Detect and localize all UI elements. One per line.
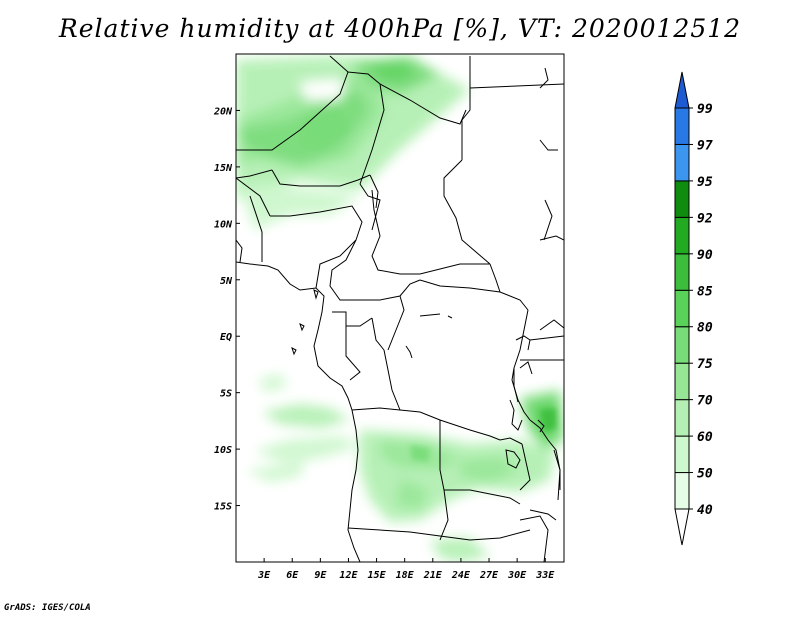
- colorbar-label: 50: [697, 467, 713, 482]
- x-tick-label: 27E: [479, 570, 499, 581]
- x-tick-label: 15E: [368, 570, 387, 581]
- colorbar-label: 40: [697, 503, 713, 518]
- colorbar-low-arrow: [674, 508, 690, 546]
- y-tick-label: 15S: [214, 502, 232, 513]
- colorbar-bin: [674, 399, 690, 437]
- colorbar-bin: [674, 362, 690, 401]
- colorbar-label: 95: [697, 175, 713, 190]
- map-frame: [235, 53, 565, 563]
- colorbar-bin: [674, 143, 690, 182]
- colorbar: 40 50 60 70 75 80 85 90 92 95 97 99: [674, 71, 713, 546]
- y-tick-label: 5S: [220, 389, 232, 400]
- colorbar-label: 80: [697, 321, 713, 336]
- colorbar-bin: [674, 216, 690, 255]
- x-tick-label: 24E: [451, 570, 471, 581]
- political-boundaries: [236, 55, 564, 562]
- colorbar-bin: [674, 289, 690, 328]
- x-tick-label: 18E: [396, 570, 415, 581]
- colorbar-bin: [674, 472, 690, 510]
- x-tick-label: 3E: [257, 570, 271, 581]
- y-tick-label: 10S: [214, 445, 232, 456]
- software-credit: GrADS: IGES/COLA: [4, 603, 91, 613]
- colorbar-label: 60: [697, 430, 713, 445]
- colorbar-label: 92: [697, 211, 713, 226]
- y-tick-label: 15N: [214, 163, 233, 174]
- colorbar-bin: [674, 326, 690, 364]
- colorbar-high-arrow: [674, 71, 690, 109]
- colorbar-label: 97: [697, 138, 713, 153]
- x-tick-label: 6E: [286, 570, 299, 581]
- x-tick-label: 12E: [339, 570, 358, 581]
- axis-ticks: 3E 6E 9E 12E 15E 18E 21E 24E 27E 30E 33E 20N 15N 10N 5…: [213, 106, 555, 581]
- colorbar-label: 70: [697, 394, 713, 409]
- colorbar-label: 99: [697, 102, 713, 117]
- humidity-field: [236, 56, 564, 562]
- y-tick-label: 5N: [220, 276, 233, 287]
- colorbar-label: 85: [697, 284, 713, 299]
- colorbar-bin: [674, 253, 690, 291]
- x-tick-label: 9E: [314, 570, 327, 581]
- y-tick-label: EQ: [220, 332, 232, 343]
- colorbar-label: 90: [697, 248, 713, 263]
- y-tick-label: 20N: [213, 106, 233, 117]
- colorbar-bin: [674, 435, 690, 474]
- chart-title: Relative humidity at 400hPa [%], VT: 202…: [58, 14, 742, 43]
- colorbar-label: 75: [697, 357, 713, 372]
- y-tick-label: 10N: [214, 219, 233, 230]
- x-tick-label: 21E: [423, 570, 443, 581]
- x-tick-label: 30E: [507, 570, 527, 581]
- x-tick-label: 33E: [535, 570, 555, 581]
- colorbar-bin: [674, 107, 690, 145]
- colorbar-bin: [674, 180, 690, 218]
